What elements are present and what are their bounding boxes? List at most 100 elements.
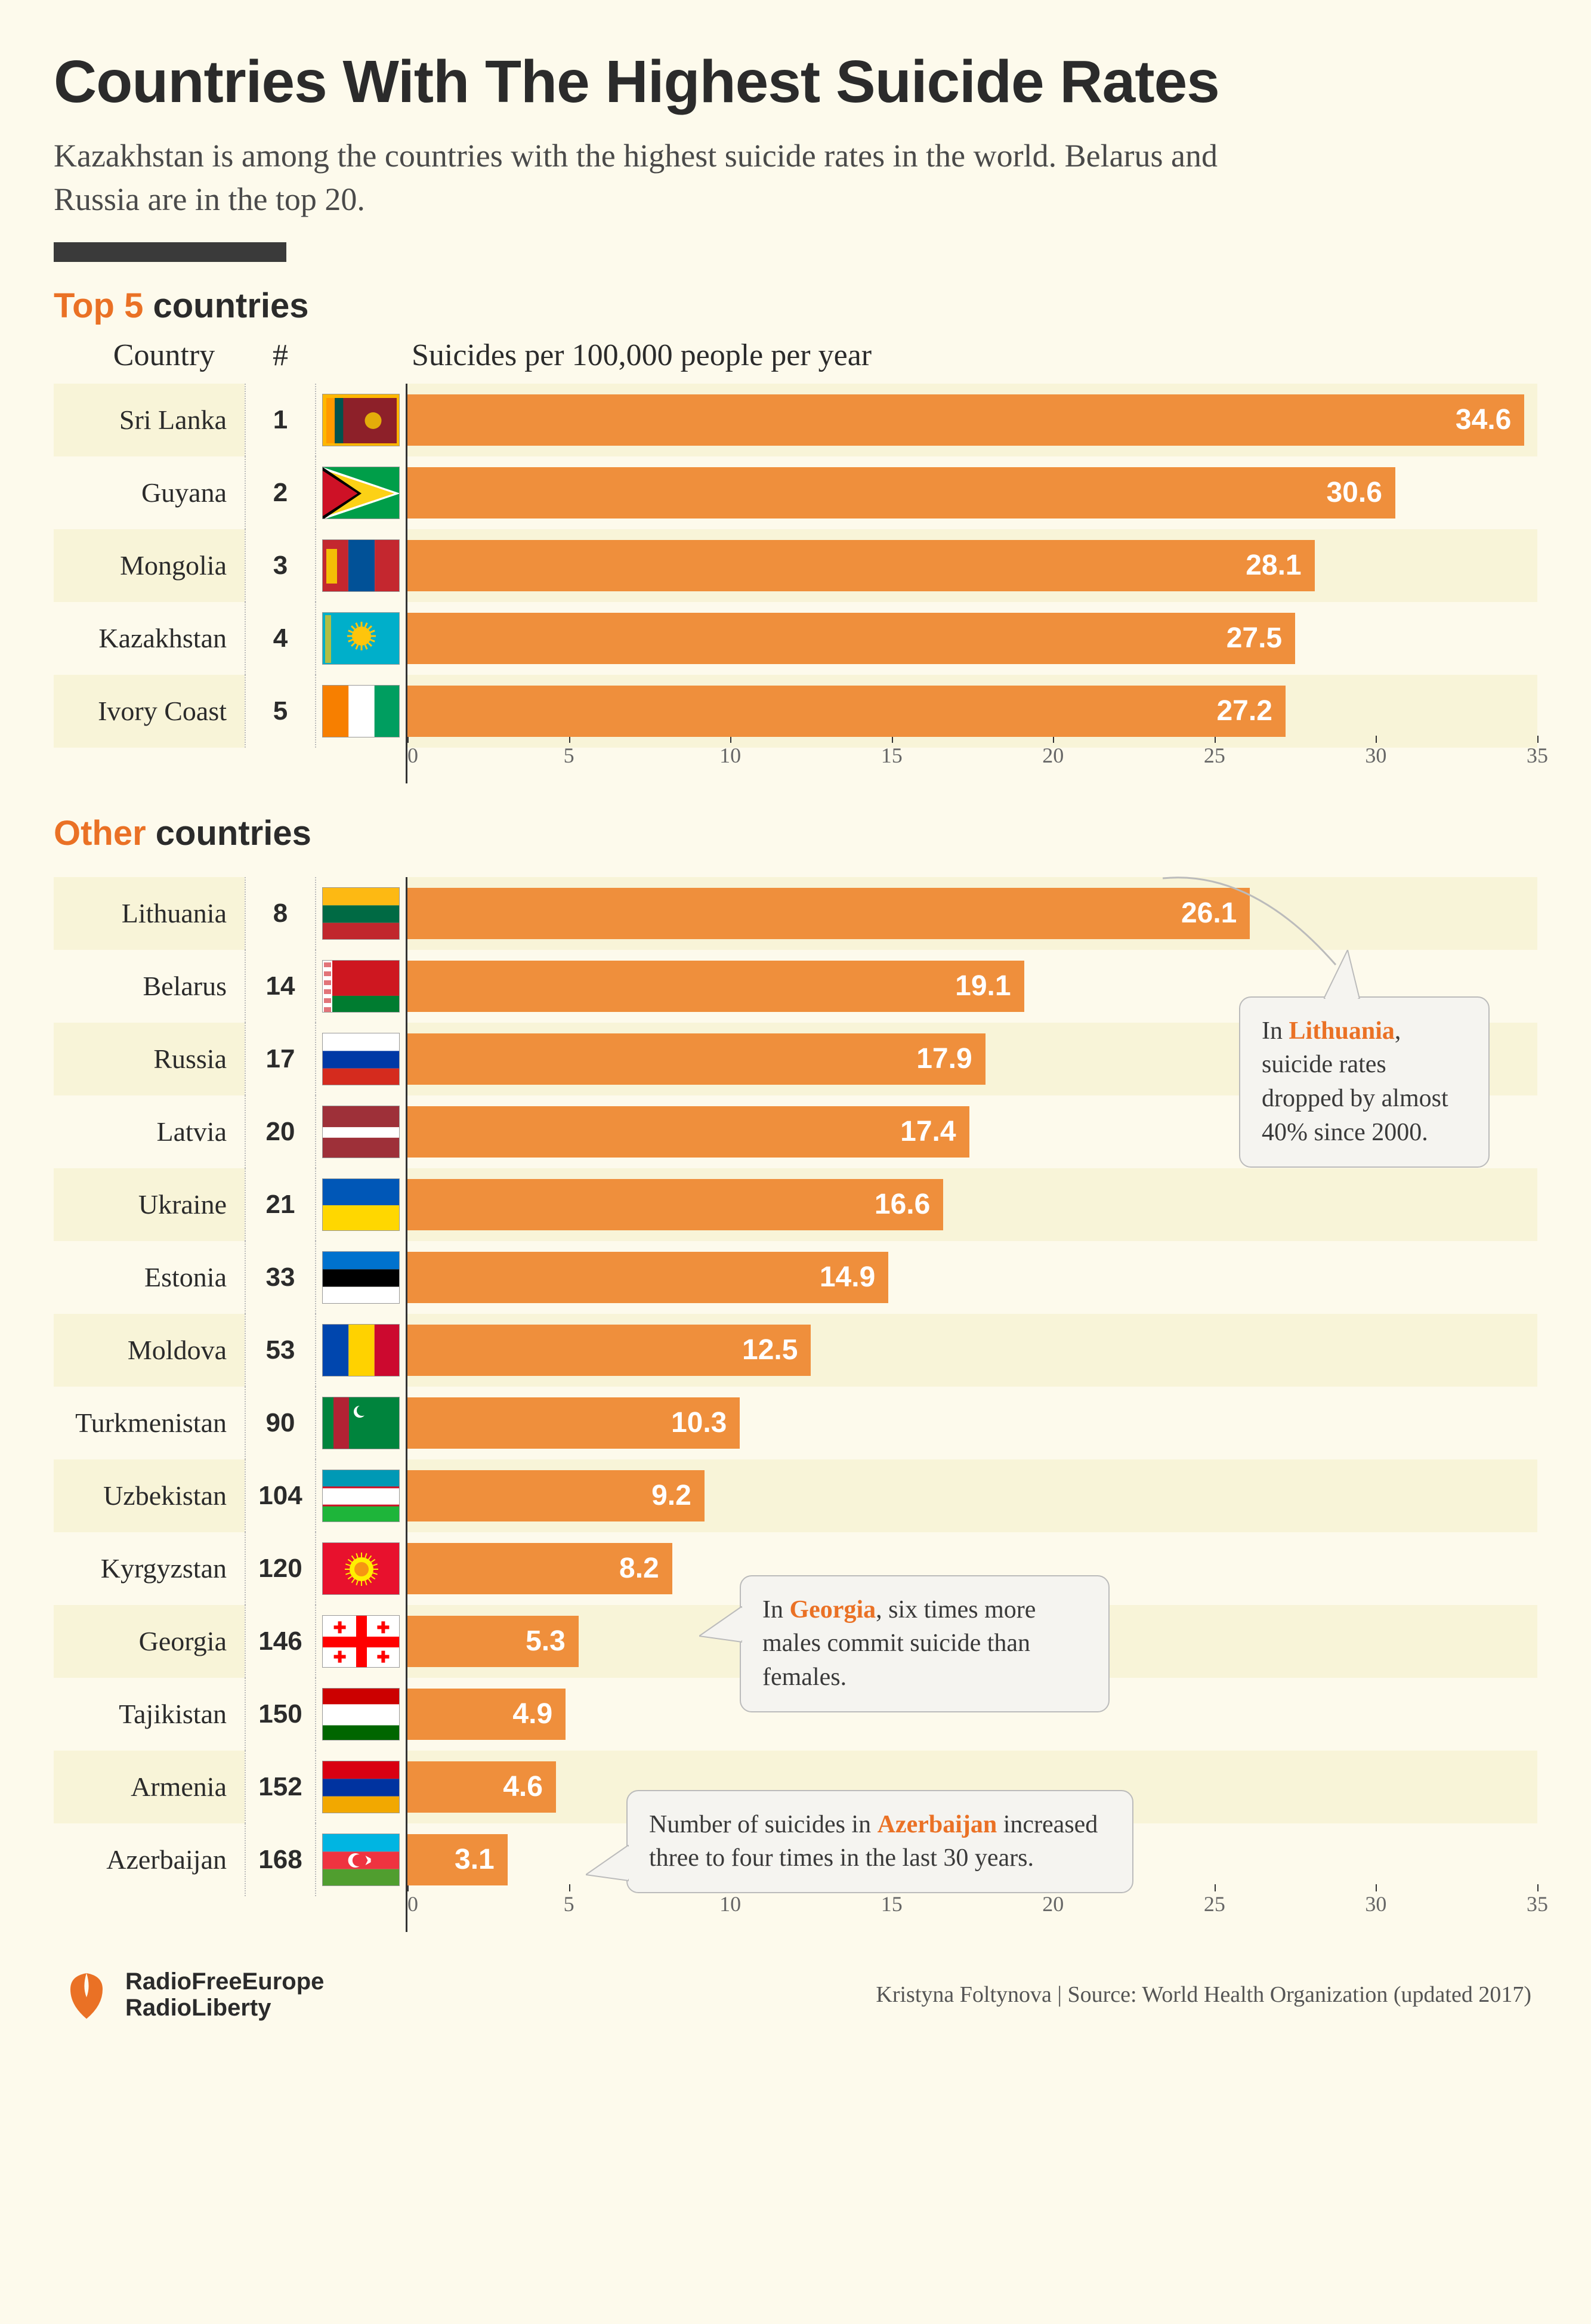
rank-value: 21	[245, 1168, 316, 1241]
flag-icon	[316, 612, 406, 665]
bar-value: 17.9	[916, 1042, 972, 1075]
bar-cell: 28.1	[406, 529, 1537, 602]
bar-value: 30.6	[1326, 476, 1382, 509]
bar-value: 17.4	[900, 1115, 956, 1148]
country-name: Turkmenistan	[54, 1407, 245, 1439]
bar-cell: 27.5	[406, 602, 1537, 675]
bar-value: 5.3	[526, 1625, 566, 1658]
table-row: Ivory Coast 5 27.2	[54, 675, 1537, 748]
rank-value: 17	[245, 1023, 316, 1095]
header-metric: Suicides per 100,000 people per year	[316, 338, 1537, 373]
credit-text: Kristyna Foltynova | Source: World Healt…	[876, 1982, 1531, 2008]
flag-icon	[316, 1033, 406, 1085]
country-name: Moldova	[54, 1334, 245, 1366]
flag-icon	[316, 1397, 406, 1449]
flag-icon	[316, 1834, 406, 1886]
rank-value: 5	[245, 675, 316, 748]
logo-text-1: RadioFreeEurope	[125, 1968, 324, 1995]
bar-value: 9.2	[651, 1479, 691, 1512]
table-row: Moldova 53 12.5	[54, 1314, 1537, 1387]
chart-header: Country # Suicides per 100,000 people pe…	[54, 338, 1537, 373]
rank-value: 120	[245, 1532, 316, 1605]
country-name: Georgia	[54, 1625, 245, 1657]
bar-value: 19.1	[955, 970, 1011, 1002]
chart-other: Lithuania 8 26.1 Belarus 14 19.1 Russia …	[54, 877, 1537, 1932]
bar-cell: 26.1	[406, 877, 1537, 950]
table-row: Mongolia 3 28.1	[54, 529, 1537, 602]
bar-value: 16.6	[875, 1188, 930, 1221]
rank-value: 168	[245, 1823, 316, 1896]
bar-value: 34.6	[1456, 403, 1511, 436]
flag-icon	[316, 1106, 406, 1158]
rferl-logo-icon	[60, 1968, 113, 2021]
country-name: Belarus	[54, 970, 245, 1002]
country-name: Sri Lanka	[54, 404, 245, 436]
bar-cell: 9.2	[406, 1459, 1537, 1532]
bar-cell: 12.5	[406, 1314, 1537, 1387]
bar-cell: 14.9	[406, 1241, 1537, 1314]
flag-icon	[316, 1251, 406, 1304]
rank-value: 20	[245, 1095, 316, 1168]
flag-icon	[316, 539, 406, 592]
country-name: Guyana	[54, 477, 245, 508]
rank-value: 3	[245, 529, 316, 602]
country-name: Mongolia	[54, 550, 245, 581]
rank-value: 8	[245, 877, 316, 950]
callout-lithuania: In Lithuania, suicide rates dropped by a…	[1239, 996, 1490, 1168]
rank-value: 14	[245, 950, 316, 1023]
bar-value: 28.1	[1246, 549, 1301, 582]
flag-icon	[316, 960, 406, 1013]
rank-value: 90	[245, 1387, 316, 1459]
rank-value: 2	[245, 456, 316, 529]
table-row: Kazakhstan 4 27.5	[54, 602, 1537, 675]
country-name: Kazakhstan	[54, 622, 245, 654]
country-name: Azerbaijan	[54, 1844, 245, 1875]
footer: RadioFreeEurope RadioLiberty Kristyna Fo…	[54, 1968, 1537, 2021]
rank-value: 150	[245, 1678, 316, 1751]
page-title: Countries With The Highest Suicide Rates	[54, 48, 1537, 116]
rank-value: 104	[245, 1459, 316, 1532]
bar-value: 4.9	[512, 1698, 552, 1730]
bar-value: 14.9	[820, 1261, 875, 1294]
header-country: Country	[84, 338, 245, 373]
section-title-top5: Top 5 countries	[54, 286, 1537, 326]
x-axis: 05101520253035	[406, 748, 1537, 783]
flag-icon	[316, 467, 406, 519]
rank-value: 152	[245, 1751, 316, 1823]
country-name: Kyrgyzstan	[54, 1553, 245, 1584]
bar-value: 27.2	[1216, 695, 1272, 727]
flag-icon	[316, 394, 406, 446]
table-row: Guyana 2 30.6	[54, 456, 1537, 529]
rank-value: 146	[245, 1605, 316, 1678]
rank-value: 4	[245, 602, 316, 675]
bar-value: 12.5	[742, 1334, 798, 1366]
bar-cell: 30.6	[406, 456, 1537, 529]
table-row: Estonia 33 14.9	[54, 1241, 1537, 1314]
bar-cell: 34.6	[406, 384, 1537, 456]
header-rank: #	[245, 338, 316, 373]
flag-icon	[316, 887, 406, 940]
bar-value: 4.6	[503, 1770, 543, 1803]
country-name: Uzbekistan	[54, 1480, 245, 1511]
table-row: Turkmenistan 90 10.3	[54, 1387, 1537, 1459]
rank-value: 33	[245, 1241, 316, 1314]
country-name: Lithuania	[54, 897, 245, 929]
flag-icon	[316, 1542, 406, 1595]
country-name: Ukraine	[54, 1189, 245, 1220]
flag-icon	[316, 1470, 406, 1522]
flag-icon	[316, 1761, 406, 1813]
flag-icon	[316, 1688, 406, 1740]
country-name: Latvia	[54, 1116, 245, 1147]
country-name: Ivory Coast	[54, 695, 245, 727]
flag-icon	[316, 1324, 406, 1377]
table-row: Ukraine 21 16.6	[54, 1168, 1537, 1241]
rank-value: 1	[245, 384, 316, 456]
divider	[54, 242, 286, 262]
section-title-other: Other countries	[54, 813, 1537, 853]
bar-value: 27.5	[1227, 622, 1282, 655]
table-row: Uzbekistan 104 9.2	[54, 1459, 1537, 1532]
chart-top5: Country # Suicides per 100,000 people pe…	[54, 338, 1537, 783]
country-name: Tajikistan	[54, 1698, 245, 1730]
bar-cell: 27.2	[406, 675, 1537, 748]
table-row: Sri Lanka 1 34.6	[54, 384, 1537, 456]
